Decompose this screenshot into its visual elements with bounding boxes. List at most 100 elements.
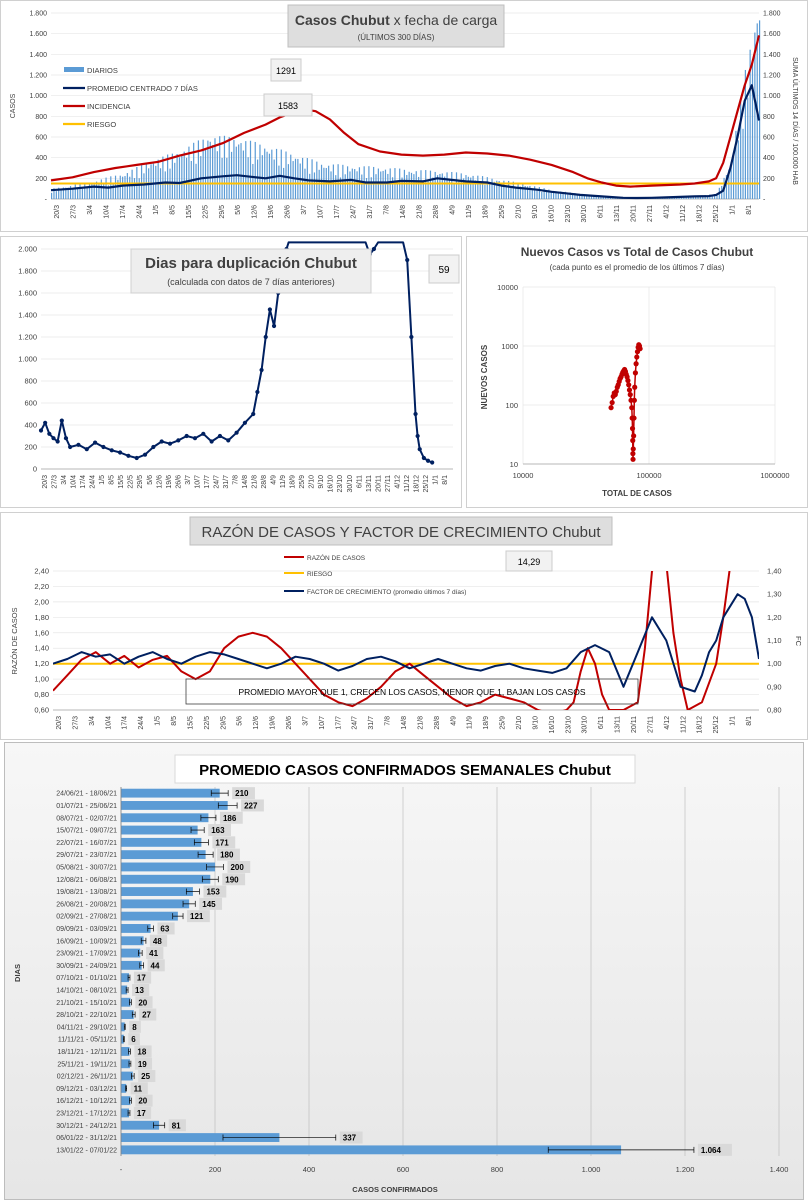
x-tick-label: 18/9 <box>482 205 489 219</box>
daily-bar <box>463 178 465 199</box>
duplicacion-point <box>117 450 123 455</box>
daily-bar <box>536 190 538 199</box>
daily-bar <box>481 176 484 199</box>
duplicacion-point <box>417 447 422 452</box>
x-tick-label: 22/5 <box>128 475 135 489</box>
bar <box>121 985 128 995</box>
daily-bar <box>157 159 159 199</box>
x-tick-label: 23/10 <box>565 716 572 734</box>
bar <box>121 887 193 896</box>
daily-bar <box>697 195 699 199</box>
daily-bar <box>55 191 57 199</box>
daily-bar <box>299 163 301 199</box>
x-tick-label: 11/9 <box>280 475 287 488</box>
daily-bar <box>287 164 289 199</box>
daily-bar <box>107 185 110 199</box>
x-tick-label: 8/5 <box>109 475 116 485</box>
daily-bar <box>716 195 718 199</box>
daily-bar <box>579 193 581 199</box>
daily-bar <box>434 171 436 199</box>
value-label: 44 <box>151 961 160 970</box>
x-tick-label: 29/5 <box>220 716 227 730</box>
x-tick-label: 13/11 <box>366 475 373 492</box>
x-tick-label: 7/8 <box>232 475 239 485</box>
nvt-point <box>629 405 635 411</box>
bar <box>121 899 190 909</box>
casos-chart: -2004006008001.0001.2001.4001.6001.800-2… <box>10 4 800 223</box>
x-tick-label: 12/6 <box>156 475 163 489</box>
y-tick-label: 600 <box>35 135 47 142</box>
annotation-box <box>270 58 302 82</box>
category-label: 16/09/21 - 10/09/21 <box>56 938 117 945</box>
semanales-chart: PROMEDIO CASOS CONFIRMADOS SEMANALES Chu… <box>13 754 788 1194</box>
nvt-point <box>630 456 636 462</box>
y-tick-label: 2,40 <box>34 567 49 576</box>
daily-bar <box>690 196 692 199</box>
value-label: 180 <box>220 851 234 860</box>
value-label: 200 <box>230 863 244 872</box>
category-label: 18/11/21 - 12/11/21 <box>57 1049 117 1056</box>
daily-bar <box>680 197 683 199</box>
nvt-point <box>630 437 636 444</box>
annotation-dup: 59 <box>438 265 450 276</box>
x-tick-label: 30/10 <box>582 716 589 734</box>
value-label: 25 <box>141 1072 150 1081</box>
daily-bar <box>529 185 531 199</box>
chart-title: Nuevos Casos vs Total de Casos Chubut <box>521 245 754 259</box>
duplicacion-chart: 0 200 400 600 800 1.000 1.200 1.400 1.600 1.800 2.… <box>18 241 460 493</box>
duplicacion-chart-panel: 0 200 400 600 800 1.000 1.200 1.400 1.600 1.800 2.… <box>0 236 462 508</box>
x-tick-label: 4/9 <box>449 205 456 215</box>
category-label: 14/10/21 - 08/10/21 <box>56 987 117 994</box>
value-label-box <box>134 1045 152 1058</box>
daily-bar <box>309 173 311 199</box>
bar <box>121 1059 130 1069</box>
daily-bar <box>711 195 713 199</box>
duplicacion-point <box>134 455 139 461</box>
legend-label: PROMEDIO CENTRADO 7 DÍAS <box>87 84 198 93</box>
daily-bar <box>212 145 214 199</box>
category-label: 11/11/21 - 05/11/21 <box>58 1037 117 1044</box>
daily-bar <box>174 162 176 199</box>
value-label: 210 <box>235 789 249 798</box>
annotation-incidencia: 1583 <box>278 101 298 111</box>
x-tick-label: 19/6 <box>166 475 173 489</box>
daily-bar <box>124 176 126 199</box>
duplicacion-point <box>101 444 106 450</box>
daily-bar <box>465 175 467 199</box>
promedio-line <box>50 84 761 200</box>
duplicacion-point <box>421 455 426 461</box>
x-tick-label: 12/6 <box>252 205 259 219</box>
daily-bar <box>451 171 453 199</box>
daily-bar <box>202 139 204 199</box>
annotation-box <box>505 550 553 572</box>
razon-chart-panel: 0,60 0,80 1,00 1,20 1,40 1,60 1,80 2,00 2,20 2,40… <box>0 512 808 740</box>
x-tick-label: 25/9 <box>499 205 506 219</box>
x-tick-label: 8/1 <box>746 716 753 726</box>
duplicacion-point <box>263 334 268 340</box>
duplicacion-point <box>68 444 73 450</box>
daily-bar <box>503 180 505 199</box>
daily-bar <box>560 191 562 199</box>
daily-bar <box>444 176 446 199</box>
daily-bar <box>425 170 427 199</box>
bar <box>121 997 131 1007</box>
y-tick-label: 1.800 <box>29 11 47 18</box>
daily-bar <box>429 170 432 199</box>
daily-bar <box>458 180 460 199</box>
daily-bar <box>472 175 474 199</box>
daily-bar <box>242 150 244 199</box>
duplicacion-point <box>63 436 69 441</box>
duplicacion-point <box>415 433 420 439</box>
daily-bar <box>387 173 389 199</box>
value-label-box <box>134 1057 153 1070</box>
value-label: 163 <box>211 826 225 835</box>
duplicacion-point <box>413 411 418 417</box>
x-tick-label: 23/10 <box>565 205 572 223</box>
title-box <box>174 754 636 784</box>
value-label-box <box>217 848 240 861</box>
bar <box>121 813 209 823</box>
daily-bar <box>491 178 493 199</box>
category-label: 08/07/21 - 02/07/21 <box>56 815 117 822</box>
value-label-box <box>697 1143 732 1156</box>
legend-label: RIESGO <box>307 571 332 578</box>
